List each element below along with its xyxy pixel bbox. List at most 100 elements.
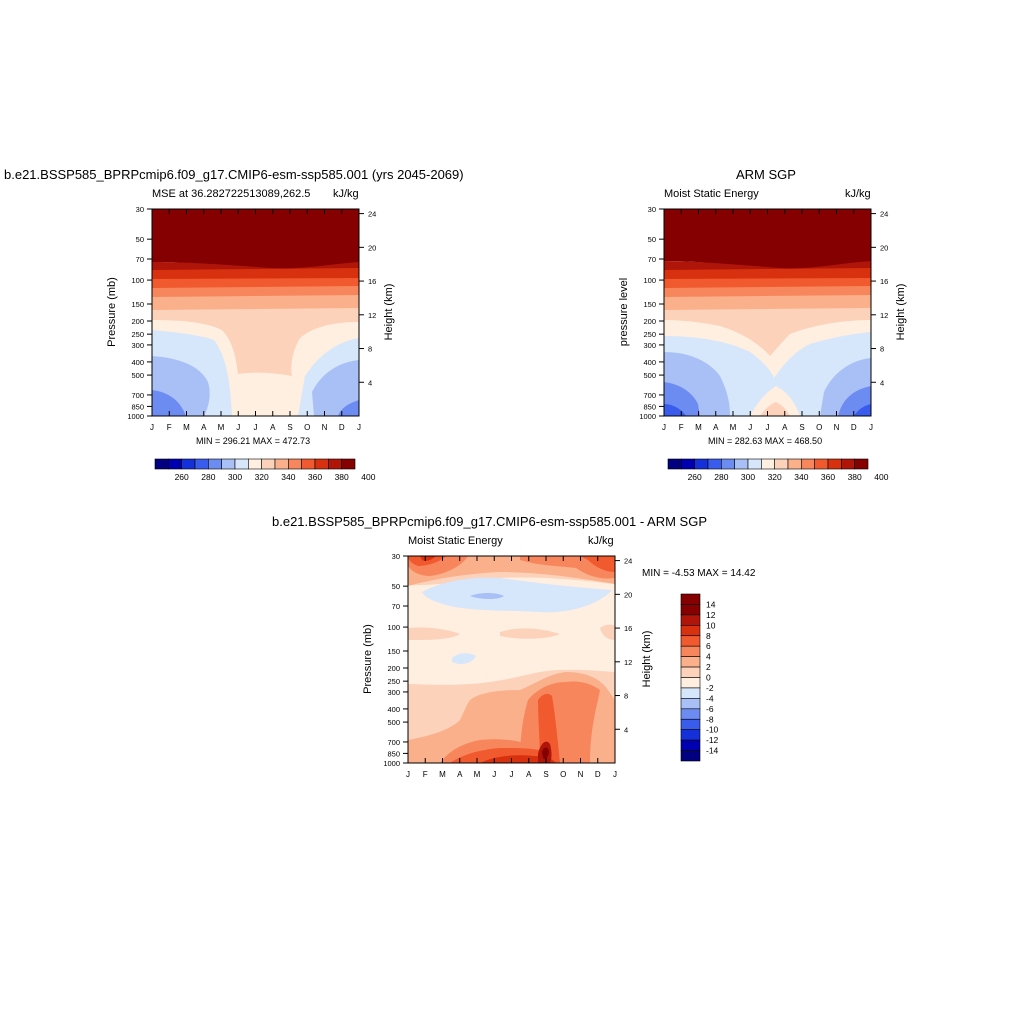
panel2-colorbar-swatch	[694, 458, 709, 470]
panel3-contours	[408, 556, 615, 763]
panel1-minmax: MIN = 296.21 MAX = 472.73	[196, 436, 311, 446]
panel3-y2-tick-label: 24	[624, 557, 632, 566]
panel3-colorbar-label: 2	[706, 662, 711, 672]
panel1-colorbar-swatch	[248, 458, 262, 470]
panel2-x-tick-label: N	[834, 423, 840, 432]
panel1-x-tick-label: A	[270, 423, 276, 432]
panel2-ticks: J F M A M J J A S O N D J 30 50 70 100 150 200 250 300 400 500…	[639, 205, 888, 432]
panel2-colorbar-label: 300	[741, 472, 755, 482]
panel3-y-tick-label: 700	[387, 738, 400, 747]
panel2-colorbar-swatch	[707, 458, 722, 470]
panel2-colorbar-swatch	[734, 458, 749, 470]
panel2-colorbar-label: 400	[874, 472, 888, 482]
panel2-x-tick-label: S	[799, 423, 804, 432]
panel2-x-tick-label: F	[679, 423, 684, 432]
panel1-colorbar-swatch	[261, 458, 276, 470]
panel1-colorbar-swatch	[221, 458, 236, 470]
panel1-x-tick-label: F	[167, 423, 172, 432]
panel2-x-tick-label: M	[695, 423, 702, 432]
panel3-y-tick-label: 200	[387, 664, 400, 673]
panel3-y-tick-label: 100	[387, 623, 400, 632]
panel2-colorbar-swatch	[827, 458, 842, 470]
panel1-y2-tick-label: 20	[368, 243, 376, 252]
panel2-y-tick-label: 70	[648, 255, 656, 264]
panel2-y-tick-label: 150	[643, 300, 656, 309]
panel2-colorbar-swatch	[667, 458, 682, 470]
panel2-minmax: MIN = 282.63 MAX = 468.50	[708, 436, 823, 446]
panel2-x-tick-label: J	[748, 423, 752, 432]
panel1-colorbar-swatch	[314, 458, 329, 470]
panel2-y2-tick-label: 24	[880, 210, 888, 219]
panel2-y-tick-label: 250	[643, 330, 656, 339]
panel1-ticks: J F M A M J J A S O N D J 30 50 70 100 150 200 250 300 400 500…	[127, 205, 376, 432]
panel1-y-tick-label: 850	[131, 402, 144, 411]
panel2-colorbar-label: 360	[821, 472, 835, 482]
panel3-colorbar-label: 4	[706, 652, 711, 662]
panel1-x-tick-label: J	[236, 423, 240, 432]
panel1-colorbar-swatch	[168, 458, 182, 470]
panel1-x-tick-label: M	[218, 423, 225, 432]
panel1-x-tick-label: A	[201, 423, 207, 432]
panel3-x-tick-label: A	[526, 770, 532, 779]
panel3-y-tick-label: 400	[387, 705, 400, 714]
panel3-y2-tick-label: 20	[624, 590, 632, 599]
panel2-y-tick-label: 100	[643, 276, 656, 285]
panel3-minmax: MIN = -4.53 MAX = 14.42	[642, 568, 756, 579]
panel3-y-tick-label: 150	[387, 647, 400, 656]
panel3-x-tick-label: A	[457, 770, 463, 779]
panel3-title: b.e21.BSSP585_BPRPcmip6.f09_g17.CMIP6-es…	[272, 514, 707, 529]
panel1-y2-tick-label: 12	[368, 311, 376, 320]
panel3-y2-tick-label: 8	[624, 692, 628, 701]
panel3-colorbar-label: 0	[706, 673, 711, 683]
panel2-y2-tick-label: 20	[880, 243, 888, 252]
panel3-y2-tick-label: 4	[624, 725, 628, 734]
panel3-colorbar-swatch	[680, 718, 701, 730]
panel3-colorbar-swatch	[680, 698, 701, 710]
panel2-x-tick-label: A	[713, 423, 719, 432]
panel3-colorbar-swatch	[680, 687, 701, 699]
panel2-y2-tick-label: 8	[880, 345, 884, 354]
panel1-colorbar-label: 360	[308, 472, 322, 482]
panel1-colorbar-label: 280	[201, 472, 215, 482]
panel3-colorbar-label: -8	[706, 714, 714, 724]
panel3-colorbar-swatch	[680, 750, 701, 762]
panel2-colorbar: 260 280 300 320 340 360 380 400	[667, 458, 889, 482]
panel2-y-tick-label: 700	[643, 391, 656, 400]
panel3-x-tick-label: J	[613, 770, 617, 779]
panel3-colorbar-label: 12	[706, 610, 716, 620]
panel1-y-tick-label: 400	[131, 358, 144, 367]
panel3-colorbar-swatch	[680, 635, 701, 647]
panel3-colorbar-swatch	[680, 677, 701, 689]
panel3-x-tick-label: J	[510, 770, 514, 779]
panel2-left-subtitle: Moist Static Energy	[664, 188, 759, 200]
panel1-x-tick-label: D	[339, 423, 345, 432]
panel1-colorbar-label: 380	[335, 472, 349, 482]
panel2-x-tick-label: A	[782, 423, 788, 432]
panel1-y-tick-label: 500	[131, 371, 144, 380]
panel1-y-tick-label: 30	[136, 205, 144, 214]
panel1-contours	[152, 209, 359, 416]
panel2-colorbar-swatch	[721, 458, 735, 470]
panel3-colorbar-label: 14	[706, 599, 716, 609]
panel1-x-tick-label: S	[287, 423, 292, 432]
panel1-y-tick-label: 50	[136, 235, 144, 244]
panel3-colorbar-swatch	[680, 656, 701, 668]
panel2-colorbar-swatch	[841, 458, 855, 470]
panel2-y-tick-label: 850	[643, 402, 656, 411]
panel3-colorbar-swatch	[680, 593, 701, 605]
panel1-y2-tick-label: 8	[368, 345, 372, 354]
panel3-colorbar-label: -10	[706, 725, 719, 735]
panel1-colorbar-label: 260	[175, 472, 189, 482]
panel2-y2-tick-label: 4	[880, 378, 884, 387]
panel2-colorbar-label: 340	[794, 472, 808, 482]
panel2-colorbar-swatch	[761, 458, 775, 470]
panel3-y-tick-label: 30	[392, 552, 400, 561]
panel3-y-tick-label: 1000	[383, 759, 400, 768]
panel2-x-tick-label: J	[662, 423, 666, 432]
panel1-x-tick-label: J	[150, 423, 154, 432]
panel1-right-subtitle: kJ/kg	[333, 188, 359, 200]
panel1-colorbar-swatch	[328, 458, 342, 470]
panel2-y2-tick-label: 12	[880, 311, 888, 320]
panel3-colorbar-swatch	[680, 614, 701, 626]
